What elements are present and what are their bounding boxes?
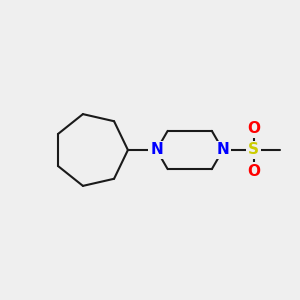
- Text: N: N: [150, 142, 163, 158]
- Text: S: S: [248, 142, 259, 158]
- Text: O: O: [247, 164, 260, 179]
- Text: N: N: [217, 142, 229, 158]
- Text: O: O: [247, 121, 260, 136]
